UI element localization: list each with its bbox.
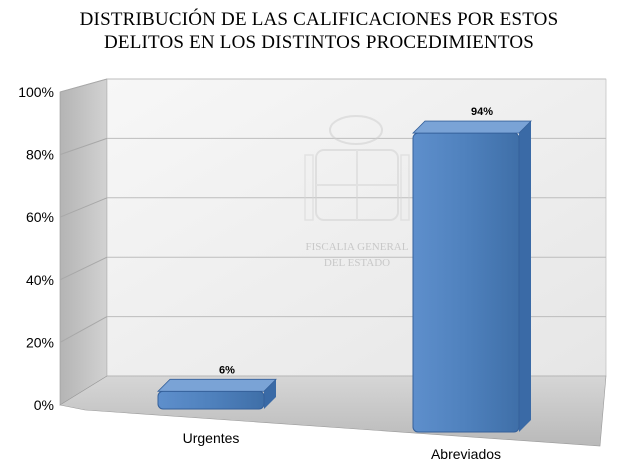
gridline-side: [59, 197, 108, 218]
bar-abreviados: 94%: [412, 106, 532, 433]
category-label: Abreviados: [431, 446, 501, 462]
bar-side: [519, 121, 531, 432]
y-tick-label: 0%: [34, 397, 54, 413]
watermark-text-2: DEL ESTADO: [324, 257, 390, 269]
y-tick-label: 20%: [26, 334, 54, 350]
bars: 6% 94%: [157, 106, 532, 433]
bar-side: [264, 379, 276, 409]
chart-side-wall: [59, 78, 108, 406]
bar-top: [412, 120, 532, 134]
category-label: Urgentes: [183, 430, 240, 446]
bar-top: [157, 378, 277, 392]
y-tick-label: 80%: [26, 147, 54, 163]
chart-title-line-2: DELITOS EN LOS DISTINTOS PROCEDIMIENTOS: [103, 32, 535, 53]
gridline-side: [59, 78, 108, 93]
gridline-side: [59, 137, 108, 156]
y-tick-label: 60%: [26, 209, 54, 225]
y-tick-label: 100%: [18, 84, 54, 100]
watermark-emblem: [304, 115, 410, 221]
bar-front: [157, 390, 265, 410]
gridline-side: [59, 316, 108, 343]
chart-title: DISTRIBUCIÓN DE LAS CALIFICACIONES POR E…: [0, 8, 638, 54]
chart-back-wall: [106, 78, 607, 377]
y-tick-label: 40%: [26, 272, 54, 288]
y-axis-ticks: 0% 20% 40% 60% 80% 100%: [18, 84, 54, 413]
data-label: 6%: [219, 364, 235, 376]
chart-title-line-1: DISTRIBUCIÓN DE LAS CALIFICACIONES POR E…: [79, 9, 559, 30]
gridline-side: [59, 256, 108, 281]
data-label: 94%: [471, 106, 493, 118]
watermark-text-1: FISCALIA GENERAL: [306, 241, 409, 253]
bar-front: [412, 132, 520, 433]
bar-urgentes: 6%: [157, 364, 277, 410]
x-axis-categories: Urgentes Abreviados: [183, 430, 501, 462]
